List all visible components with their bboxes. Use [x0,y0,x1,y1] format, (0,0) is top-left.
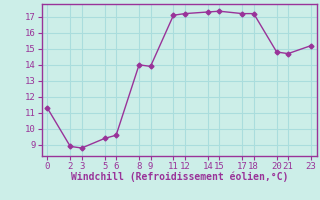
X-axis label: Windchill (Refroidissement éolien,°C): Windchill (Refroidissement éolien,°C) [70,172,288,182]
